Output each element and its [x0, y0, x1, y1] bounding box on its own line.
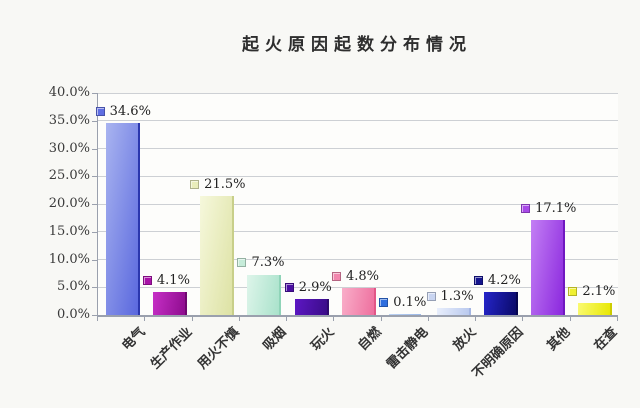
- value-label-text: 4.1%: [156, 273, 190, 289]
- value-label-text: 4.2%: [487, 272, 521, 288]
- value-label: 2.9%: [284, 279, 332, 295]
- x-axis-tick: [144, 317, 146, 321]
- value-label: 1.3%: [426, 288, 474, 304]
- bar-雷击静电: [389, 314, 422, 315]
- series-marker-icon: [426, 291, 436, 301]
- value-label: 2.1%: [568, 284, 615, 299]
- bar-电气: [105, 122, 140, 315]
- value-label: 4.8%: [332, 269, 379, 284]
- gridline: [98, 286, 618, 288]
- value-label-text: 2.9%: [298, 279, 332, 295]
- x-axis-category-label: 生产作业: [147, 324, 196, 373]
- gridline: [98, 203, 618, 205]
- x-axis-tick: [286, 317, 288, 321]
- bar-自燃: [342, 288, 376, 315]
- y-axis-tick-label: 35.0%: [48, 112, 90, 128]
- bar-生产作业: [152, 292, 187, 315]
- series-marker-icon: [473, 275, 483, 285]
- x-axis-category-label: 吸烟: [260, 324, 290, 354]
- y-axis-tick: [92, 259, 97, 261]
- y-axis-tick-label: 30.0%: [48, 140, 90, 156]
- y-axis-tick-label: 40.0%: [48, 85, 90, 100]
- bar-用火不慎: [200, 195, 235, 315]
- x-axis-tick: [238, 317, 240, 321]
- x-axis-category-label: 电气: [119, 324, 149, 354]
- value-label-text: 1.3%: [440, 288, 474, 304]
- y-axis-tick-label: 15.0%: [48, 223, 90, 239]
- value-label-text: 17.1%: [535, 201, 577, 217]
- series-marker-icon: [521, 204, 531, 214]
- x-axis-category-label: 在查: [591, 324, 621, 354]
- gridline: [98, 259, 618, 260]
- y-axis-tick: [92, 204, 97, 205]
- bar-玩火: [294, 298, 329, 315]
- y-axis-tick: [92, 231, 97, 233]
- value-label: 0.1%: [379, 295, 426, 310]
- gridline: [98, 92, 618, 94]
- value-label: 4.2%: [473, 272, 521, 288]
- x-axis-category-label: 用火不慎: [195, 324, 243, 373]
- x-axis-tick: [333, 317, 335, 321]
- x-axis-tick: [380, 317, 382, 321]
- x-axis-tick: [475, 317, 477, 321]
- x-axis-category-label: 雷击静电: [384, 324, 432, 373]
- series-marker-icon: [284, 282, 294, 292]
- value-label: 4.1%: [142, 273, 190, 289]
- gridline: [98, 148, 618, 149]
- chart-title: 起火原因起数分布情况: [242, 35, 472, 55]
- y-axis-tick-label: 20.0%: [48, 196, 90, 211]
- y-axis-tick: [92, 176, 97, 178]
- x-axis-tick: [427, 317, 429, 321]
- bar-不明确原因: [483, 291, 518, 315]
- bar-其他: [531, 220, 566, 315]
- value-label: 17.1%: [521, 201, 576, 216]
- series-marker-icon: [379, 298, 389, 307]
- y-axis-tick: [92, 120, 97, 122]
- x-axis-category-label: 自燃: [355, 324, 385, 354]
- y-axis-tick: [92, 315, 97, 316]
- value-label-text: 4.8%: [346, 269, 380, 285]
- x-axis-category-label: 玩火: [308, 324, 338, 354]
- x-axis-category-label: 放火: [449, 324, 479, 354]
- y-axis-tick-label: 25.0%: [48, 168, 90, 184]
- x-axis-tick: [569, 317, 571, 321]
- value-label-text: 0.1%: [393, 295, 427, 310]
- value-label: 21.5%: [190, 177, 245, 192]
- value-label-text: 34.6%: [109, 103, 151, 119]
- gridline: [98, 175, 618, 177]
- plot-area: [97, 92, 618, 317]
- x-axis-category-label: 其他: [544, 324, 574, 354]
- y-axis-tick-label: 5.0%: [56, 279, 90, 295]
- value-label: 7.3%: [237, 255, 284, 270]
- series-marker-icon: [237, 258, 247, 268]
- value-label-text: 7.3%: [251, 255, 285, 271]
- bar-放火: [436, 307, 471, 315]
- x-axis-tick: [617, 317, 618, 321]
- series-marker-icon: [568, 287, 578, 297]
- value-label-text: 2.1%: [582, 284, 616, 300]
- gridline: [98, 120, 618, 122]
- bar-在查: [578, 303, 613, 315]
- y-axis-tick: [92, 287, 97, 289]
- y-axis-tick: [92, 148, 97, 150]
- series-marker-icon: [190, 179, 200, 189]
- x-axis-tick: [191, 317, 193, 321]
- value-label: 34.6%: [95, 103, 151, 119]
- value-label-text: 21.5%: [204, 176, 246, 192]
- x-axis-tick: [522, 317, 524, 321]
- y-axis-tick-label: 0.0%: [56, 307, 90, 322]
- y-axis-tick-label: 10.0%: [48, 251, 90, 267]
- series-marker-icon: [332, 272, 341, 282]
- x-axis-tick: [97, 317, 98, 321]
- bar-吸烟: [247, 274, 282, 315]
- series-marker-icon: [142, 276, 152, 286]
- series-marker-icon: [95, 106, 105, 116]
- gridline: [98, 231, 618, 233]
- y-axis-tick: [92, 93, 97, 94]
